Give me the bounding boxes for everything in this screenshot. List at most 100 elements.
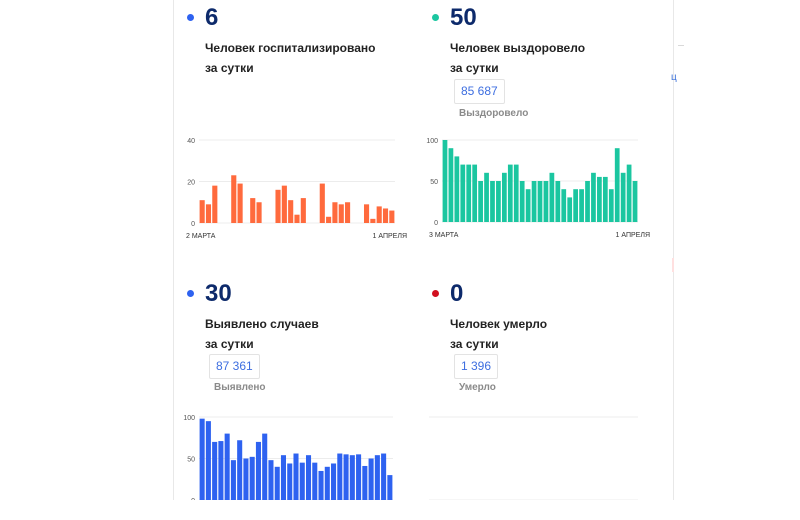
- status-dot-icon: [187, 14, 194, 21]
- bar: [262, 434, 267, 500]
- bar: [508, 165, 513, 222]
- bar: [218, 441, 223, 500]
- y-tick-label: 20: [187, 180, 195, 187]
- caption-line-2: за сутки: [205, 334, 405, 354]
- total-label: Умерло: [459, 382, 496, 393]
- total-badge[interactable]: 1 396: [454, 354, 498, 379]
- bar: [337, 454, 342, 500]
- bar: [257, 202, 262, 223]
- bar: [633, 181, 638, 222]
- bar: [375, 455, 380, 500]
- bar: [320, 184, 325, 223]
- bar: [369, 459, 374, 501]
- bar: [282, 186, 287, 223]
- edge-clipped-text: ц: [671, 72, 677, 83]
- y-tick-label: 40: [187, 138, 195, 145]
- bar: [466, 165, 471, 222]
- bar: [567, 197, 572, 222]
- bar: [449, 148, 454, 222]
- bar: [332, 202, 337, 223]
- bar: [288, 200, 293, 223]
- daily-number: 50: [450, 6, 477, 30]
- bar: [585, 181, 590, 222]
- bar: [206, 421, 211, 500]
- bar: [339, 204, 344, 223]
- bar: [306, 455, 311, 500]
- x-start-label: 2 МАРТА: [186, 233, 216, 240]
- bar: [212, 186, 217, 223]
- bar: [268, 460, 273, 500]
- bar: [621, 173, 626, 222]
- x-end-label: 1 АПРЕЛЯ: [616, 232, 650, 239]
- bar: [443, 140, 448, 222]
- bar: [287, 463, 292, 500]
- bar: [256, 442, 261, 500]
- bar: [532, 181, 537, 222]
- status-dot-icon: [187, 290, 194, 297]
- bar: [460, 165, 465, 222]
- caption-line-2: за сутки: [205, 58, 405, 78]
- caption-line-1: Выявлено случаев: [205, 314, 405, 334]
- edge-clipped-mark: [672, 258, 674, 272]
- caption: Выявлено случаев за сутки: [205, 314, 405, 354]
- bar: [250, 457, 255, 500]
- y-tick-label: 0: [191, 221, 195, 228]
- bar: [237, 440, 242, 500]
- y-tick-label: 0: [434, 220, 438, 227]
- bar: [502, 173, 507, 222]
- caption: Человек госпитализировано за сутки: [205, 38, 405, 78]
- bar: [200, 419, 205, 500]
- y-tick-label: 100: [426, 138, 438, 145]
- edge-divider: [678, 45, 684, 46]
- bar: [325, 467, 330, 500]
- bar: [225, 434, 230, 500]
- total-badge[interactable]: 85 687: [454, 79, 505, 104]
- daily-number: 0: [450, 282, 463, 306]
- bar: [294, 215, 299, 223]
- bar: [212, 442, 217, 500]
- caption: Человек умерло за сутки: [450, 314, 650, 354]
- bar: [555, 181, 560, 222]
- bar: [319, 471, 324, 500]
- bar: [345, 202, 350, 223]
- caption-line-1: Человек госпитализировано: [205, 38, 405, 58]
- y-tick-label: 50: [430, 179, 438, 186]
- bar: [383, 208, 388, 223]
- panel-recovered: 50 Человек выздоровело за сутки 85 687 В…: [425, 0, 665, 250]
- panel-cases: 30 Выявлено случаев за сутки 87 361 Выяв…: [180, 270, 420, 520]
- bar: [364, 204, 369, 223]
- bar: [544, 181, 549, 222]
- bar: [550, 173, 555, 222]
- bar: [293, 454, 298, 500]
- status-dot-icon: [432, 14, 439, 21]
- bar: [231, 460, 236, 500]
- bar: [281, 455, 286, 500]
- bar: [484, 173, 489, 222]
- daily-number: 30: [205, 282, 232, 306]
- bar: [301, 198, 306, 223]
- bar: [387, 475, 392, 500]
- caption-line-1: Человек умерло: [450, 314, 650, 334]
- bar: [312, 463, 317, 500]
- bar: [627, 165, 632, 222]
- chart-deaths[interactable]: 01: [425, 405, 665, 500]
- bar: [615, 148, 620, 222]
- bar: [331, 463, 336, 500]
- bar: [356, 454, 361, 500]
- bar: [579, 189, 584, 222]
- bar: [326, 217, 331, 223]
- bar: [350, 455, 355, 500]
- bar: [238, 184, 243, 223]
- bar: [597, 177, 602, 222]
- total-badge[interactable]: 87 361: [209, 354, 260, 379]
- bar: [243, 459, 248, 501]
- bar: [538, 181, 543, 222]
- total-label: Выздоровело: [459, 108, 528, 119]
- bar: [231, 175, 236, 223]
- bar: [520, 181, 525, 222]
- bar: [526, 189, 531, 222]
